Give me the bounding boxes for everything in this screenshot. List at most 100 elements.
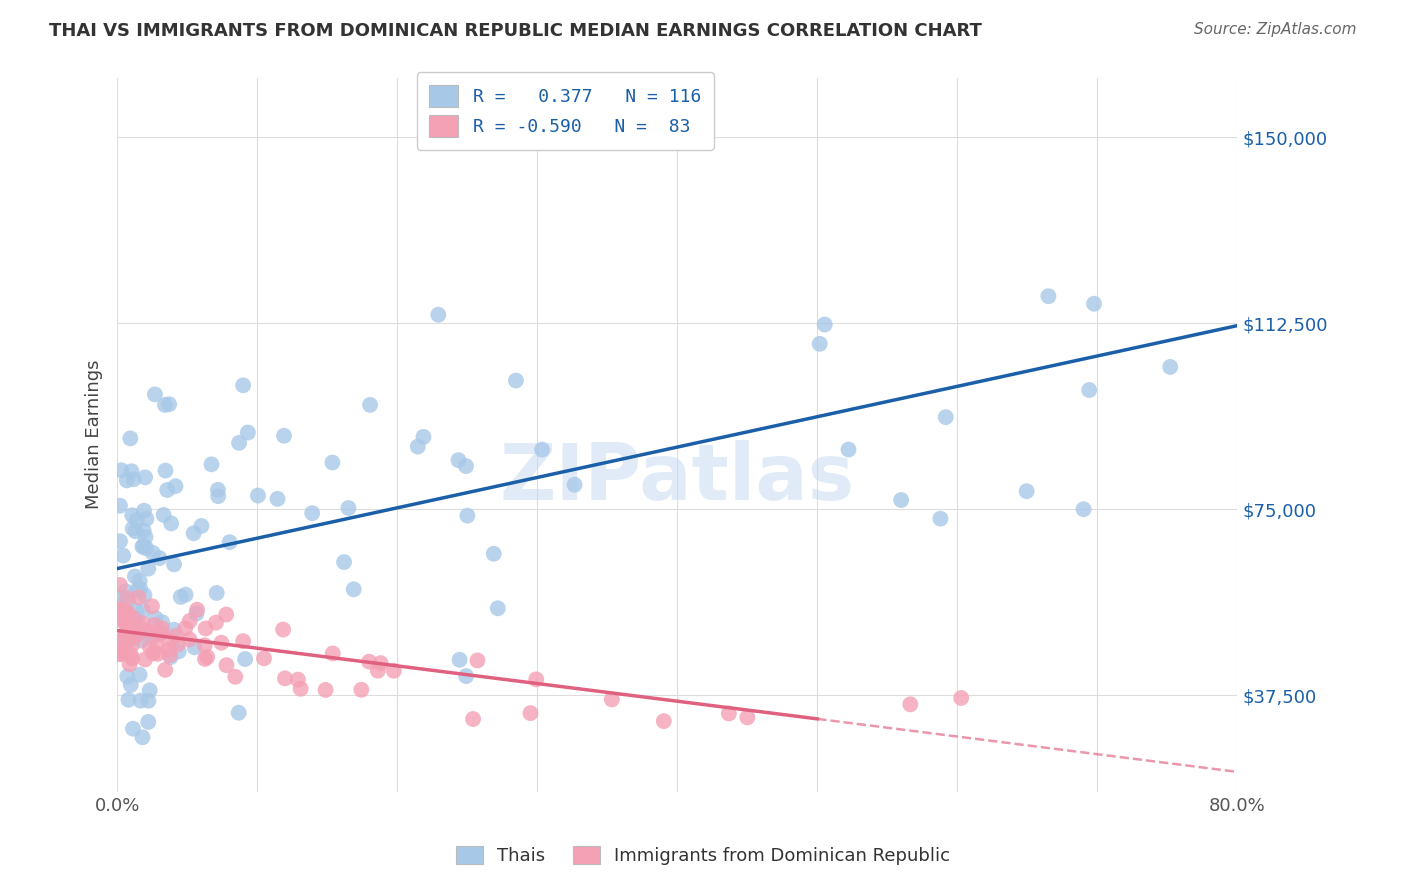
Point xyxy=(165,479,187,493)
Point xyxy=(141,599,163,614)
Point xyxy=(121,521,143,535)
Point xyxy=(359,398,381,412)
Point xyxy=(224,670,246,684)
Point xyxy=(232,378,254,392)
Point xyxy=(129,621,152,635)
Point xyxy=(898,698,921,712)
Point xyxy=(128,574,150,588)
Point xyxy=(136,714,159,729)
Point xyxy=(406,440,429,454)
Point xyxy=(190,519,212,533)
Point xyxy=(1015,484,1038,499)
Point xyxy=(207,483,229,497)
Point xyxy=(131,615,153,630)
Point xyxy=(200,458,222,472)
Point xyxy=(717,706,740,721)
Point xyxy=(143,618,166,632)
Point xyxy=(524,673,547,687)
Point xyxy=(138,683,160,698)
Point xyxy=(108,642,131,657)
Point xyxy=(143,387,166,401)
Point xyxy=(132,539,155,553)
Point xyxy=(125,604,148,618)
Point xyxy=(132,504,155,518)
Legend: Thais, Immigrants from Dominican Republic: Thais, Immigrants from Dominican Republi… xyxy=(447,837,959,874)
Point xyxy=(128,667,150,681)
Point xyxy=(205,586,228,600)
Point xyxy=(146,640,169,654)
Point xyxy=(112,632,135,647)
Point xyxy=(454,459,477,474)
Point xyxy=(157,397,180,411)
Point xyxy=(359,655,381,669)
Point xyxy=(412,430,434,444)
Point xyxy=(131,731,153,745)
Point xyxy=(838,442,860,457)
Point xyxy=(142,546,165,560)
Point xyxy=(1073,502,1095,516)
Point xyxy=(108,499,131,513)
Point xyxy=(134,588,156,602)
Point xyxy=(114,626,136,640)
Point xyxy=(146,647,169,661)
Point xyxy=(115,591,138,606)
Point xyxy=(232,634,254,648)
Point xyxy=(115,634,138,648)
Point xyxy=(117,669,139,683)
Point xyxy=(121,651,143,665)
Point xyxy=(322,647,344,661)
Point xyxy=(122,722,145,736)
Point xyxy=(155,464,177,478)
Point xyxy=(1038,289,1060,303)
Point xyxy=(179,614,201,628)
Point xyxy=(163,558,186,572)
Point xyxy=(271,623,294,637)
Point xyxy=(125,612,148,626)
Point xyxy=(125,513,148,527)
Point xyxy=(163,623,186,637)
Point xyxy=(236,425,259,440)
Point xyxy=(131,633,153,648)
Point xyxy=(149,625,172,640)
Point xyxy=(929,511,952,525)
Point xyxy=(145,611,167,625)
Point xyxy=(121,508,143,523)
Point xyxy=(112,644,135,658)
Point xyxy=(233,652,256,666)
Point xyxy=(301,506,323,520)
Point xyxy=(148,551,170,566)
Point xyxy=(122,628,145,642)
Point xyxy=(110,643,132,657)
Point xyxy=(142,646,165,660)
Point xyxy=(228,435,250,450)
Point xyxy=(456,669,478,683)
Point xyxy=(935,410,957,425)
Point xyxy=(449,653,471,667)
Point xyxy=(131,540,153,554)
Point xyxy=(136,561,159,575)
Point xyxy=(1083,297,1105,311)
Point xyxy=(157,642,180,657)
Point xyxy=(183,640,205,655)
Point xyxy=(343,582,366,597)
Point xyxy=(115,474,138,488)
Point xyxy=(110,591,132,606)
Point xyxy=(652,714,675,728)
Point xyxy=(121,637,143,651)
Point xyxy=(114,584,136,599)
Point xyxy=(135,530,157,544)
Point xyxy=(159,650,181,665)
Point xyxy=(505,374,527,388)
Point xyxy=(482,547,505,561)
Point xyxy=(253,651,276,665)
Point xyxy=(129,582,152,596)
Point xyxy=(266,491,288,506)
Point xyxy=(115,622,138,636)
Point xyxy=(108,599,131,614)
Point xyxy=(950,690,973,705)
Point xyxy=(132,524,155,538)
Point xyxy=(228,706,250,720)
Point xyxy=(159,633,181,648)
Point xyxy=(321,456,343,470)
Point xyxy=(108,644,131,658)
